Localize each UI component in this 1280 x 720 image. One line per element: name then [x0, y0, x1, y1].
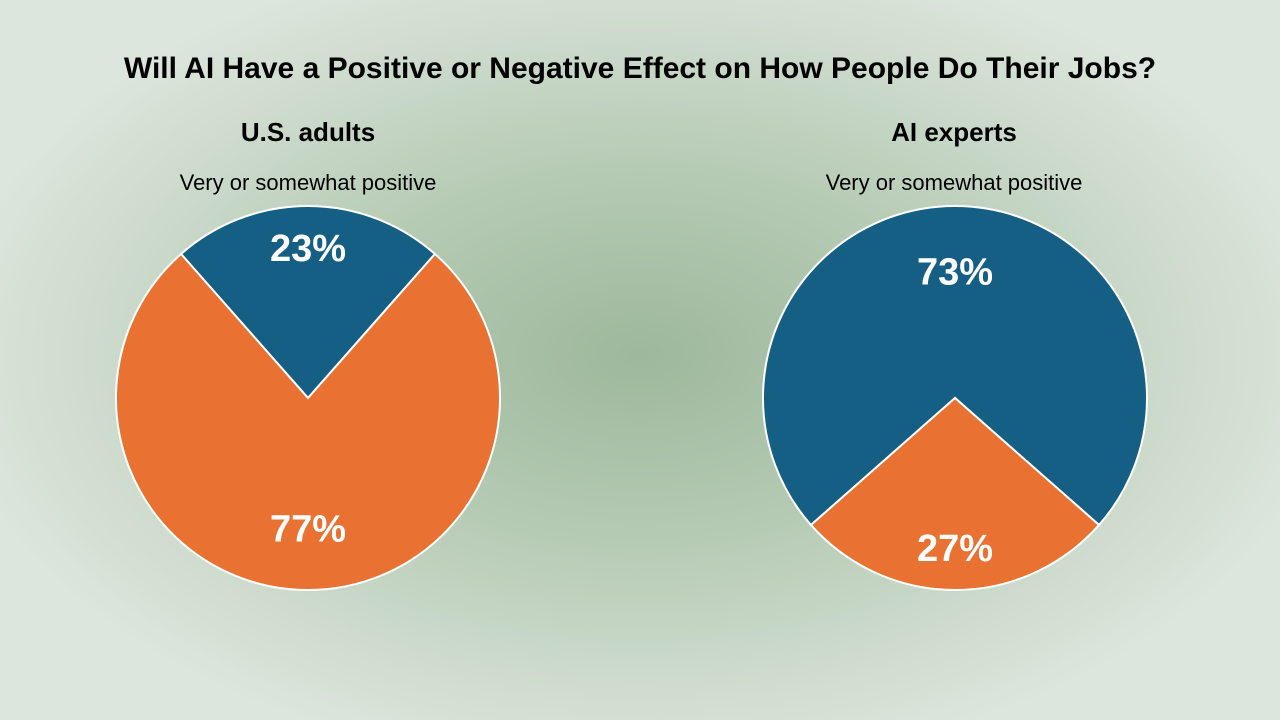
- pie-label-ai-experts-1: 27%: [917, 528, 993, 570]
- pie-slice-ai-experts-0: [762, 205, 1148, 527]
- page-title: Will AI Have a Positive or Negative Effe…: [123, 52, 1157, 85]
- pie-slice-us-adults-0: [179, 205, 437, 400]
- pie-label-us-adults-1: 77%: [270, 509, 346, 551]
- pie-label-us-adults-0: 23%: [270, 228, 346, 270]
- chart-title-ai-experts: AI experts: [891, 117, 1017, 147]
- pie-slice-us-adults-1: [115, 252, 501, 591]
- chart-title-us-adults: U.S. adults: [240, 117, 376, 147]
- chart-subtitle-ai-experts: Very or somewhat positive: [825, 170, 1083, 195]
- pie-slice-ai-experts-1: [809, 396, 1101, 591]
- pie-label-ai-experts-0: 73%: [917, 251, 993, 293]
- chart-subtitle-us-adults: Very or somewhat positive: [179, 170, 437, 195]
